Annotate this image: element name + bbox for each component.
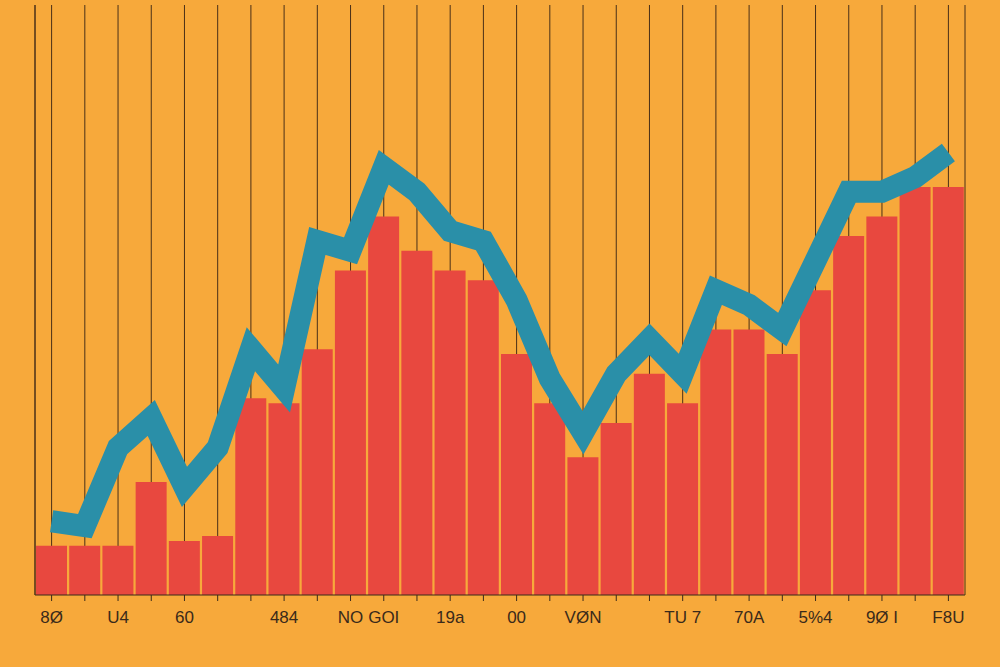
svg-text:60: 60 [175, 608, 194, 627]
svg-text:VØN: VØN [565, 608, 602, 627]
svg-text:70A: 70A [734, 608, 765, 627]
svg-text:U4: U4 [107, 608, 129, 627]
svg-text:5%4: 5%4 [799, 608, 833, 627]
svg-text:8Ø: 8Ø [40, 608, 63, 627]
svg-text:19a: 19a [436, 608, 465, 627]
svg-text:9Ø I: 9Ø I [866, 608, 898, 627]
svg-text:00: 00 [507, 608, 526, 627]
svg-text:GOI: GOI [368, 608, 399, 627]
svg-text:TU 7: TU 7 [664, 608, 701, 627]
svg-text:F8U: F8U [932, 608, 964, 627]
svg-text:NO: NO [338, 608, 364, 627]
svg-text:484: 484 [270, 608, 298, 627]
